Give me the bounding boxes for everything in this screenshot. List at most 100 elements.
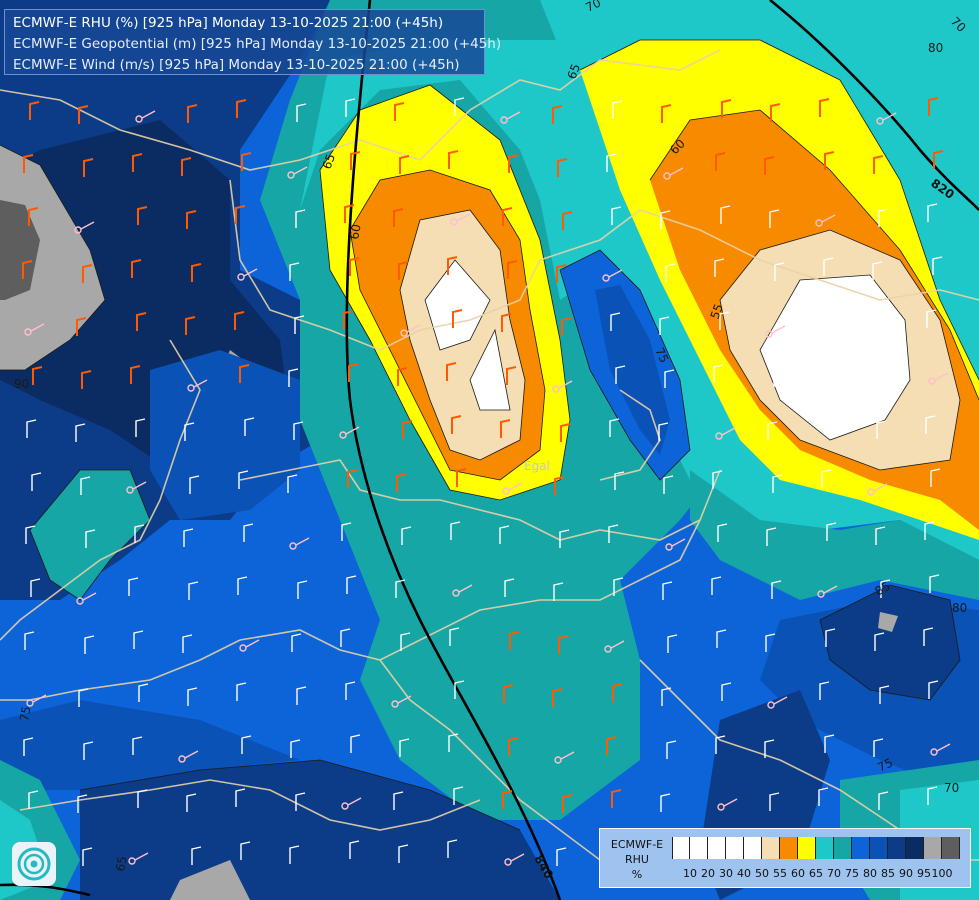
contour-label: 60 (347, 223, 363, 240)
wind-barb (291, 633, 302, 652)
wind-barb (930, 468, 941, 487)
wind-barb (508, 154, 519, 173)
legend-tick-label: 55 (773, 867, 787, 880)
station-wind-stem (456, 213, 471, 222)
legend-swatch (924, 837, 942, 859)
legend-swatch (852, 837, 870, 859)
wind-barb (562, 211, 573, 230)
wind-barb (191, 846, 202, 865)
wind-barb (187, 104, 198, 123)
wind-barb (873, 738, 884, 757)
wind-barb (24, 631, 35, 650)
station-circle (717, 803, 725, 811)
legend-tick-label: 80 (863, 867, 877, 880)
wind-barb (30, 578, 41, 597)
legend-swatch (708, 837, 726, 859)
wind-barb (138, 683, 149, 702)
wind-barb (452, 309, 463, 328)
wind-barb (28, 207, 39, 226)
wind-barb (130, 365, 141, 384)
wind-barb (611, 206, 622, 225)
wind-barb (559, 529, 570, 548)
station-wind-stem (560, 751, 575, 760)
wind-barb (83, 741, 94, 760)
station-circle (765, 330, 773, 338)
wind-barb (717, 523, 728, 542)
rh-65-70-central (300, 40, 620, 300)
contour-label: 65 (113, 855, 129, 872)
station-circle (239, 644, 247, 652)
wind-barb (294, 315, 305, 334)
contour-label: 65 (320, 152, 338, 171)
station-wind-stem (823, 585, 838, 594)
wind-barb (183, 528, 194, 547)
wind-barb (932, 256, 943, 275)
wind-barb (508, 737, 519, 756)
station-wind-stem (506, 111, 521, 120)
wind-barb (715, 735, 726, 754)
legend-tick-label: 60 (791, 867, 805, 880)
contour-label: 55 (708, 302, 726, 321)
title-geopotential: ECMWF-E Geopotential (m) [925 hPa] Monda… (13, 36, 502, 52)
wind-barb (297, 580, 308, 599)
station-wind-stem (821, 214, 836, 223)
wind-barb (721, 682, 732, 701)
wind-barb (78, 688, 89, 707)
wind-barb (771, 580, 782, 599)
wind-barb (345, 98, 356, 117)
wind-barb (824, 151, 835, 170)
wind-barb (80, 476, 91, 495)
station-circle (452, 589, 460, 597)
wind-barb (188, 581, 199, 600)
station-circle (450, 218, 458, 226)
wind-barb (395, 579, 406, 598)
wind-barb (402, 420, 413, 439)
contour-label: 80 (952, 601, 967, 615)
wind-barb (769, 209, 780, 228)
wind-barb (509, 631, 520, 650)
wind-barb (561, 317, 572, 336)
wind-barb (133, 630, 144, 649)
wind-barb (767, 421, 778, 440)
station-circle (817, 590, 825, 598)
station-wind-stem (132, 481, 147, 490)
station-circle (867, 488, 875, 496)
wind-barb (499, 525, 510, 544)
wind-barb (556, 847, 567, 866)
wind-barb (716, 629, 727, 648)
wind-barb (928, 97, 939, 116)
station-wind-stem (347, 797, 362, 806)
wind-barb (822, 363, 833, 382)
wind-barb (186, 210, 197, 229)
wind-barb (825, 628, 836, 647)
wind-barb (614, 471, 625, 490)
station-circle (930, 748, 938, 756)
wind-barb (454, 680, 465, 699)
wind-barbs (22, 97, 944, 866)
wind-barb (446, 362, 457, 381)
wind-barb (345, 681, 356, 700)
wind-barb (399, 155, 410, 174)
wind-barb (31, 472, 42, 491)
wind-barb (719, 311, 730, 330)
station-wind-stem (30, 323, 45, 332)
wind-barb (289, 845, 300, 864)
wind-barb (504, 578, 515, 597)
wind-barb (447, 256, 458, 275)
wind-barb (773, 368, 784, 387)
rh-80-85-south-band (0, 700, 300, 790)
wind-barb (502, 207, 513, 226)
wind-barb (774, 262, 785, 281)
wind-barb (76, 317, 87, 336)
wind-barb (241, 152, 252, 171)
station-circle (341, 802, 349, 810)
wind-barb (874, 632, 885, 651)
station-wind-stem (458, 584, 473, 593)
station-circle (74, 226, 82, 234)
wind-barb (926, 309, 937, 328)
legend-title-unit: % (631, 868, 643, 881)
wind-barb (401, 526, 412, 545)
station-wind-stem (32, 694, 47, 703)
legend-title-variable: RHU (625, 853, 649, 866)
